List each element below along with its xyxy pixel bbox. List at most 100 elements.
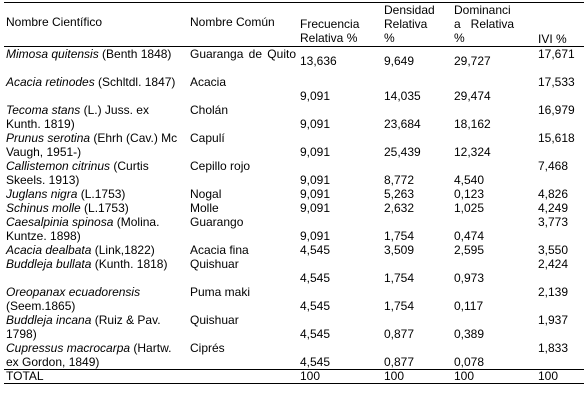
total-common-empty xyxy=(188,368,298,384)
header-density: Densidad Relativa % xyxy=(382,2,452,47)
dominance-cell: 0,389 xyxy=(454,326,485,341)
common-name-cell: Guaranga de Quito xyxy=(190,47,296,61)
scientific-name-cell: Buddleja incana (Ruiz & Pav. 1798) xyxy=(4,313,188,341)
scientific-name-italic: Acacia dealbata xyxy=(6,242,92,257)
density-cell: 1,754 xyxy=(384,298,415,313)
scientific-name-cell: Oreopanax ecuadorensis (Seem.1865) xyxy=(4,285,188,313)
scientific-name-italic: Mimosa quitensis xyxy=(6,47,99,61)
table-row: Cupressus macrocarpa (Hartw. ex Gordon, … xyxy=(4,341,584,370)
total-label: TOTAL xyxy=(4,368,188,384)
scientific-name-italic: Acacia retinodes xyxy=(6,74,95,89)
scientific-name-author: (L.) Juss. ex Kunth. 1819) xyxy=(6,102,149,131)
scientific-name-italic: Oreopanax ecuadorensis xyxy=(6,284,141,299)
frequency-cell: 9,091 xyxy=(300,172,331,187)
density-cell: 1,754 xyxy=(384,270,415,285)
header-density-line3: % xyxy=(384,31,395,45)
frequency-cell: 4,545 xyxy=(300,242,331,257)
frequency-cell: 4,545 xyxy=(300,270,331,285)
dominance-cell: 0,123 xyxy=(454,186,485,201)
dominance-cell: 1,025 xyxy=(454,200,485,215)
frequency-cell: 9,091 xyxy=(300,200,331,215)
scientific-name-author: (Ehrh (Cav.) Mc Vaugh, 1951-) xyxy=(6,130,178,159)
dominance-cell: 0,117 xyxy=(454,298,484,313)
common-name-cell: Quishuar xyxy=(190,312,239,327)
common-name-cell: Guarango xyxy=(190,214,244,229)
dominance-cell: 29,474 xyxy=(454,88,491,103)
scientific-name-italic: Schinus molle xyxy=(6,200,81,215)
scientific-name-author: (Molina. Kuntze. 1898) xyxy=(6,214,160,243)
common-name-cell: Puma maki xyxy=(190,284,251,299)
density-cell: 0,877 xyxy=(384,354,415,369)
density-cell: 8,772 xyxy=(384,172,415,187)
scientific-name-italic: Buddleja incana xyxy=(6,312,92,327)
ivi-cell: 16,979 xyxy=(538,102,575,117)
dominance-cell: 18,162 xyxy=(454,116,491,131)
density-cell: 5,263 xyxy=(384,186,415,201)
scientific-name-cell: Acacia dealbata (Link,1822) xyxy=(4,243,188,257)
ivi-cell: 3,550 xyxy=(538,242,569,257)
ivi-cell: 2,139 xyxy=(538,284,569,299)
scientific-name-author: (L.1753) xyxy=(80,200,129,215)
table-row: Tecoma stans (L.) Juss. ex Kunth. 1819) C… xyxy=(4,103,584,131)
dominance-cell: 0,078 xyxy=(454,354,485,369)
ivi-cell: 4,249 xyxy=(538,200,569,215)
scientific-name-italic: Callistemon citrinus xyxy=(6,158,111,173)
common-name-cell: Nogal xyxy=(190,186,222,201)
scientific-name-cell: Schinus molle (L.1753) xyxy=(4,201,188,215)
common-name-cell: Acacia fina xyxy=(190,242,249,257)
table-body: Mimosa quitensis (Benth 1848) Guaranga de… xyxy=(4,47,584,370)
total-ivi: 100 xyxy=(536,368,584,384)
density-cell: 0,877 xyxy=(384,326,415,341)
header-ivi-label: IVI % xyxy=(538,32,567,46)
scientific-name-italic: Prunus serotina xyxy=(6,130,91,145)
table-row: Prunus serotina (Ehrh (Cav.) Mc Vaugh, 1… xyxy=(4,131,584,159)
table-row: Juglans nigra (L.1753) Nogal 9,091 5,263 0,1… xyxy=(4,187,584,201)
frequency-cell: 9,091 xyxy=(300,144,331,159)
density-cell: 9,649 xyxy=(384,53,415,68)
ivi-cell: 3,773 xyxy=(538,214,569,229)
scientific-name-author: (Curtis Skeels. 1913) xyxy=(6,158,149,187)
common-name-cell: Ciprés xyxy=(190,340,225,355)
density-cell: 14,035 xyxy=(384,88,421,103)
scientific-name-author: (Hartw. ex Gordon, 1849) xyxy=(6,340,172,369)
ivi-cell: 4,826 xyxy=(538,186,569,201)
table-total-row: TOTAL 100 100 100 100 xyxy=(4,368,584,384)
header-ivi: IVI % xyxy=(536,2,584,47)
header-common-name: Nombre Común xyxy=(188,2,298,47)
frequency-cell: 4,545 xyxy=(300,354,331,369)
header-dominance-line1: Dominanci xyxy=(454,3,511,18)
scientific-name-author: (Benth 1848) xyxy=(98,47,172,61)
scientific-name-cell: Caesalpinia spinosa (Molina. Kuntze. 189… xyxy=(4,215,188,243)
total-frequency: 100 xyxy=(298,368,382,384)
scientific-name-italic: Cupressus macrocarpa xyxy=(6,340,131,355)
total-dominance: 100 xyxy=(452,368,536,384)
ivi-cell: 7,468 xyxy=(538,158,569,173)
dominance-cell: 2,595 xyxy=(454,242,485,257)
table-row: Acacia dealbata (Link,1822) Acacia fina 4,… xyxy=(4,243,584,257)
scientific-name-author: (L.1753) xyxy=(77,186,126,201)
frequency-cell: 13,636 xyxy=(300,53,337,68)
ivi-cell: 1,833 xyxy=(538,340,569,355)
dominance-cell: 0,474 xyxy=(454,228,485,243)
table-row: Caesalpinia spinosa (Molina. Kuntze. 189… xyxy=(4,215,584,243)
header-dominance-line3: % xyxy=(454,31,465,45)
scientific-name-author: (Link,1822) xyxy=(91,242,155,257)
table-row: Buddleja bullata (Kunth. 1818) Quishuar 4,… xyxy=(4,257,584,285)
header-common-name-label: Nombre Común xyxy=(190,15,275,29)
ivi-cell: 15,618 xyxy=(538,130,575,145)
dominance-cell: 0,973 xyxy=(454,270,485,285)
header-density-line1: Densidad xyxy=(384,3,435,18)
dominance-cell: 4,540 xyxy=(454,172,485,187)
header-scientific-name: Nombre Científico xyxy=(4,2,188,47)
table-row: Callistemon citrinus (Curtis Skeels. 191… xyxy=(4,159,584,187)
scientific-name-italic: Buddleja bullata xyxy=(6,256,92,271)
scientific-name-cell: Acacia retinodes (Schltdl. 1847) xyxy=(4,75,188,103)
common-name-cell: Molle xyxy=(190,200,219,215)
header-density-line2: Relativa xyxy=(384,17,428,31)
ivi-cell: 17,533 xyxy=(538,74,575,89)
table-row: Mimosa quitensis (Benth 1848) Guaranga de… xyxy=(4,47,584,75)
common-name-cell: Cholán xyxy=(190,102,229,117)
header-dominance-line2: a Relativa xyxy=(454,17,515,31)
scientific-name-cell: Mimosa quitensis (Benth 1848) xyxy=(4,47,188,75)
frequency-cell: 9,091 xyxy=(300,228,331,243)
